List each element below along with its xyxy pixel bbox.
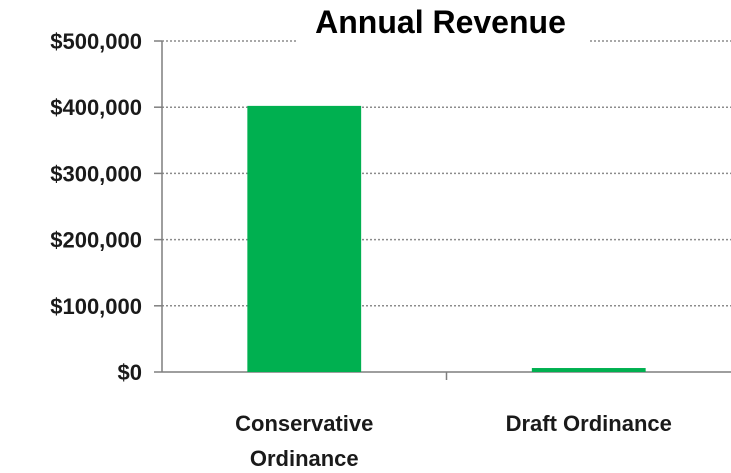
chart-title-background <box>298 8 590 42</box>
chart-title: Annual Revenue <box>315 4 566 40</box>
x-category-label: Ordinance <box>250 446 359 471</box>
y-tick-label: $500,000 <box>50 29 142 54</box>
y-tick-label: $300,000 <box>50 161 142 186</box>
y-tick-label: $0 <box>118 360 142 385</box>
y-tick-label: $400,000 <box>50 95 142 120</box>
y-tick-label: $200,000 <box>50 228 142 253</box>
bar <box>531 368 646 372</box>
x-category-label: Conservative <box>235 411 373 436</box>
x-category-label: Draft Ordinance <box>506 411 672 436</box>
y-tick-label: $100,000 <box>50 294 142 319</box>
bar <box>247 105 362 372</box>
